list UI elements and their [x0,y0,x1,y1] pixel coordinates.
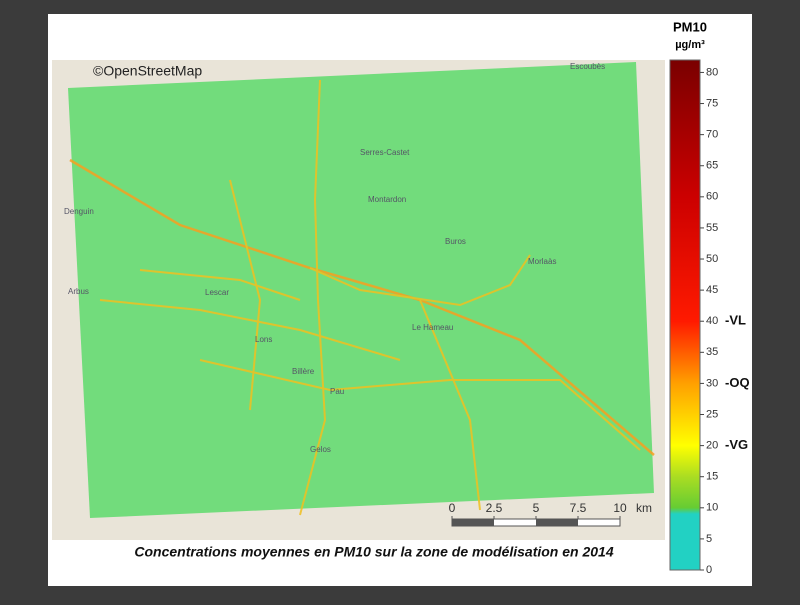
attribution: ©OpenStreetMap [93,63,202,79]
colorbar-tick-label: 35 [706,346,718,358]
scale-label: 10 [613,501,627,515]
colorbar-tick-label: 15 [706,471,718,483]
colorbar-tick-label: 55 [706,222,718,234]
place-label: Morlaàs [528,257,556,266]
place-label: Lescar [205,288,229,297]
colorbar-tick-label: 70 [706,129,718,141]
threshold-label: -OQ [725,375,750,390]
place-label: Lons [255,335,272,344]
place-label: Arbus [68,287,89,296]
colorbar-tick-label: 60 [706,191,718,203]
colorbar-title: PM10 [673,19,707,34]
place-label: Denguin [64,207,94,216]
colorbar-tick-label: 20 [706,440,718,452]
place-label: Escoubès [570,62,605,71]
place-label: Buros [445,237,466,246]
colorbar-tick-label: 40 [706,315,718,327]
scale-segment [536,519,578,526]
place-label: Gelos [310,445,331,454]
colorbar-tick-label: 75 [706,97,718,109]
colorbar-tick-label: 25 [706,408,718,420]
scale-segment [452,519,494,526]
scale-label: 2.5 [486,501,503,515]
colorbar-tick-label: 5 [706,533,712,545]
colorbar-tick-label: 30 [706,377,718,389]
scale-label: 5 [533,501,540,515]
colorbar-tick-label: 80 [706,66,718,78]
place-label: Billère [292,367,315,376]
colorbar-tick-label: 50 [706,253,718,265]
colorbar-unit: µg/m³ [675,39,705,51]
scale-label: 0 [449,501,456,515]
colorbar-tick-label: 0 [706,564,712,576]
scale-label: 7.5 [570,501,587,515]
colorbar-tick-label: 10 [706,502,718,514]
caption: Concentrations moyennes en PM10 sur la z… [134,544,613,560]
threshold-label: -VL [725,313,746,328]
colorbar-tick-label: 45 [706,284,718,296]
place-label: Pau [330,387,344,396]
colorbar [669,59,701,571]
place-label: Serres-Castet [360,148,410,157]
colorbar-tick-label: 65 [706,160,718,172]
place-label: Le Hameau [412,323,453,332]
place-label: Montardon [368,195,406,204]
threshold-label: -VG [725,437,748,452]
scale-unit: km [636,501,652,515]
roads [69,79,655,516]
